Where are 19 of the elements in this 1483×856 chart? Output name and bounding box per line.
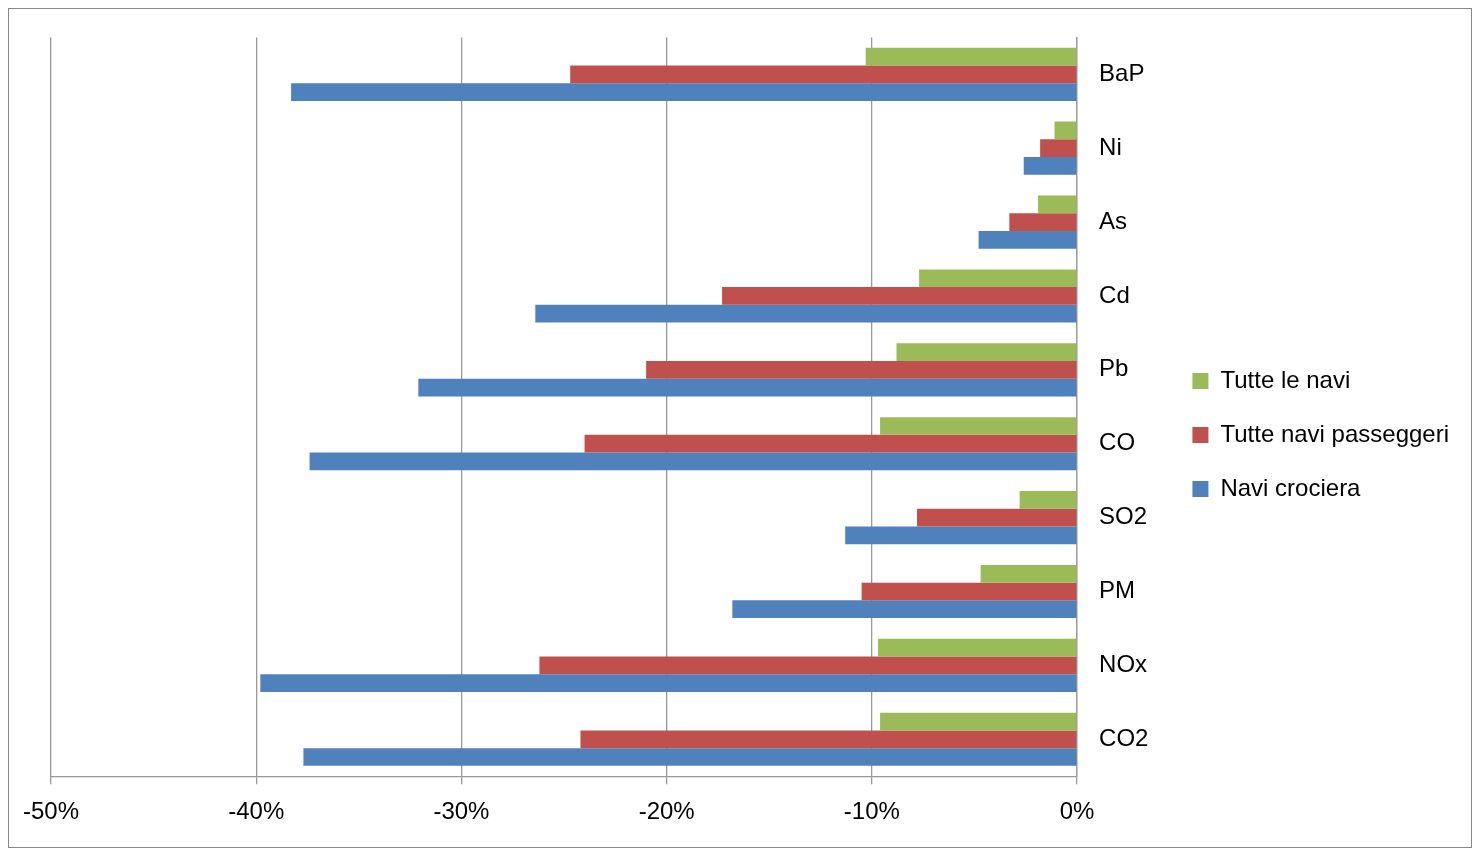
y-tick-label: PM <box>1099 576 1136 604</box>
x-tick-label: -50% <box>23 797 80 825</box>
y-tick-label: As <box>1099 206 1128 234</box>
y-tick-label: Cd <box>1099 280 1130 308</box>
y-tick-label: CO <box>1099 428 1136 456</box>
legend-label: Navi crociera <box>1220 473 1362 501</box>
y-tick-label: NOx <box>1099 650 1148 678</box>
x-tick-label: -40% <box>228 797 285 825</box>
x-tick-label: -10% <box>843 797 900 825</box>
y-tick-label: Ni <box>1099 132 1122 160</box>
x-tick-label: -30% <box>433 797 490 825</box>
y-tick-label: CO2 <box>1099 723 1149 751</box>
x-tick-label: -20% <box>638 797 695 825</box>
y-tick-label: Pb <box>1099 354 1129 382</box>
y-tick-label: SO2 <box>1099 502 1148 530</box>
y-tick-label: BaP <box>1099 58 1145 86</box>
legend-label: Tutte navi passeggeri <box>1220 419 1449 447</box>
x-tick-label: 0% <box>1059 797 1095 825</box>
legend-label: Tutte le navi <box>1220 365 1351 393</box>
